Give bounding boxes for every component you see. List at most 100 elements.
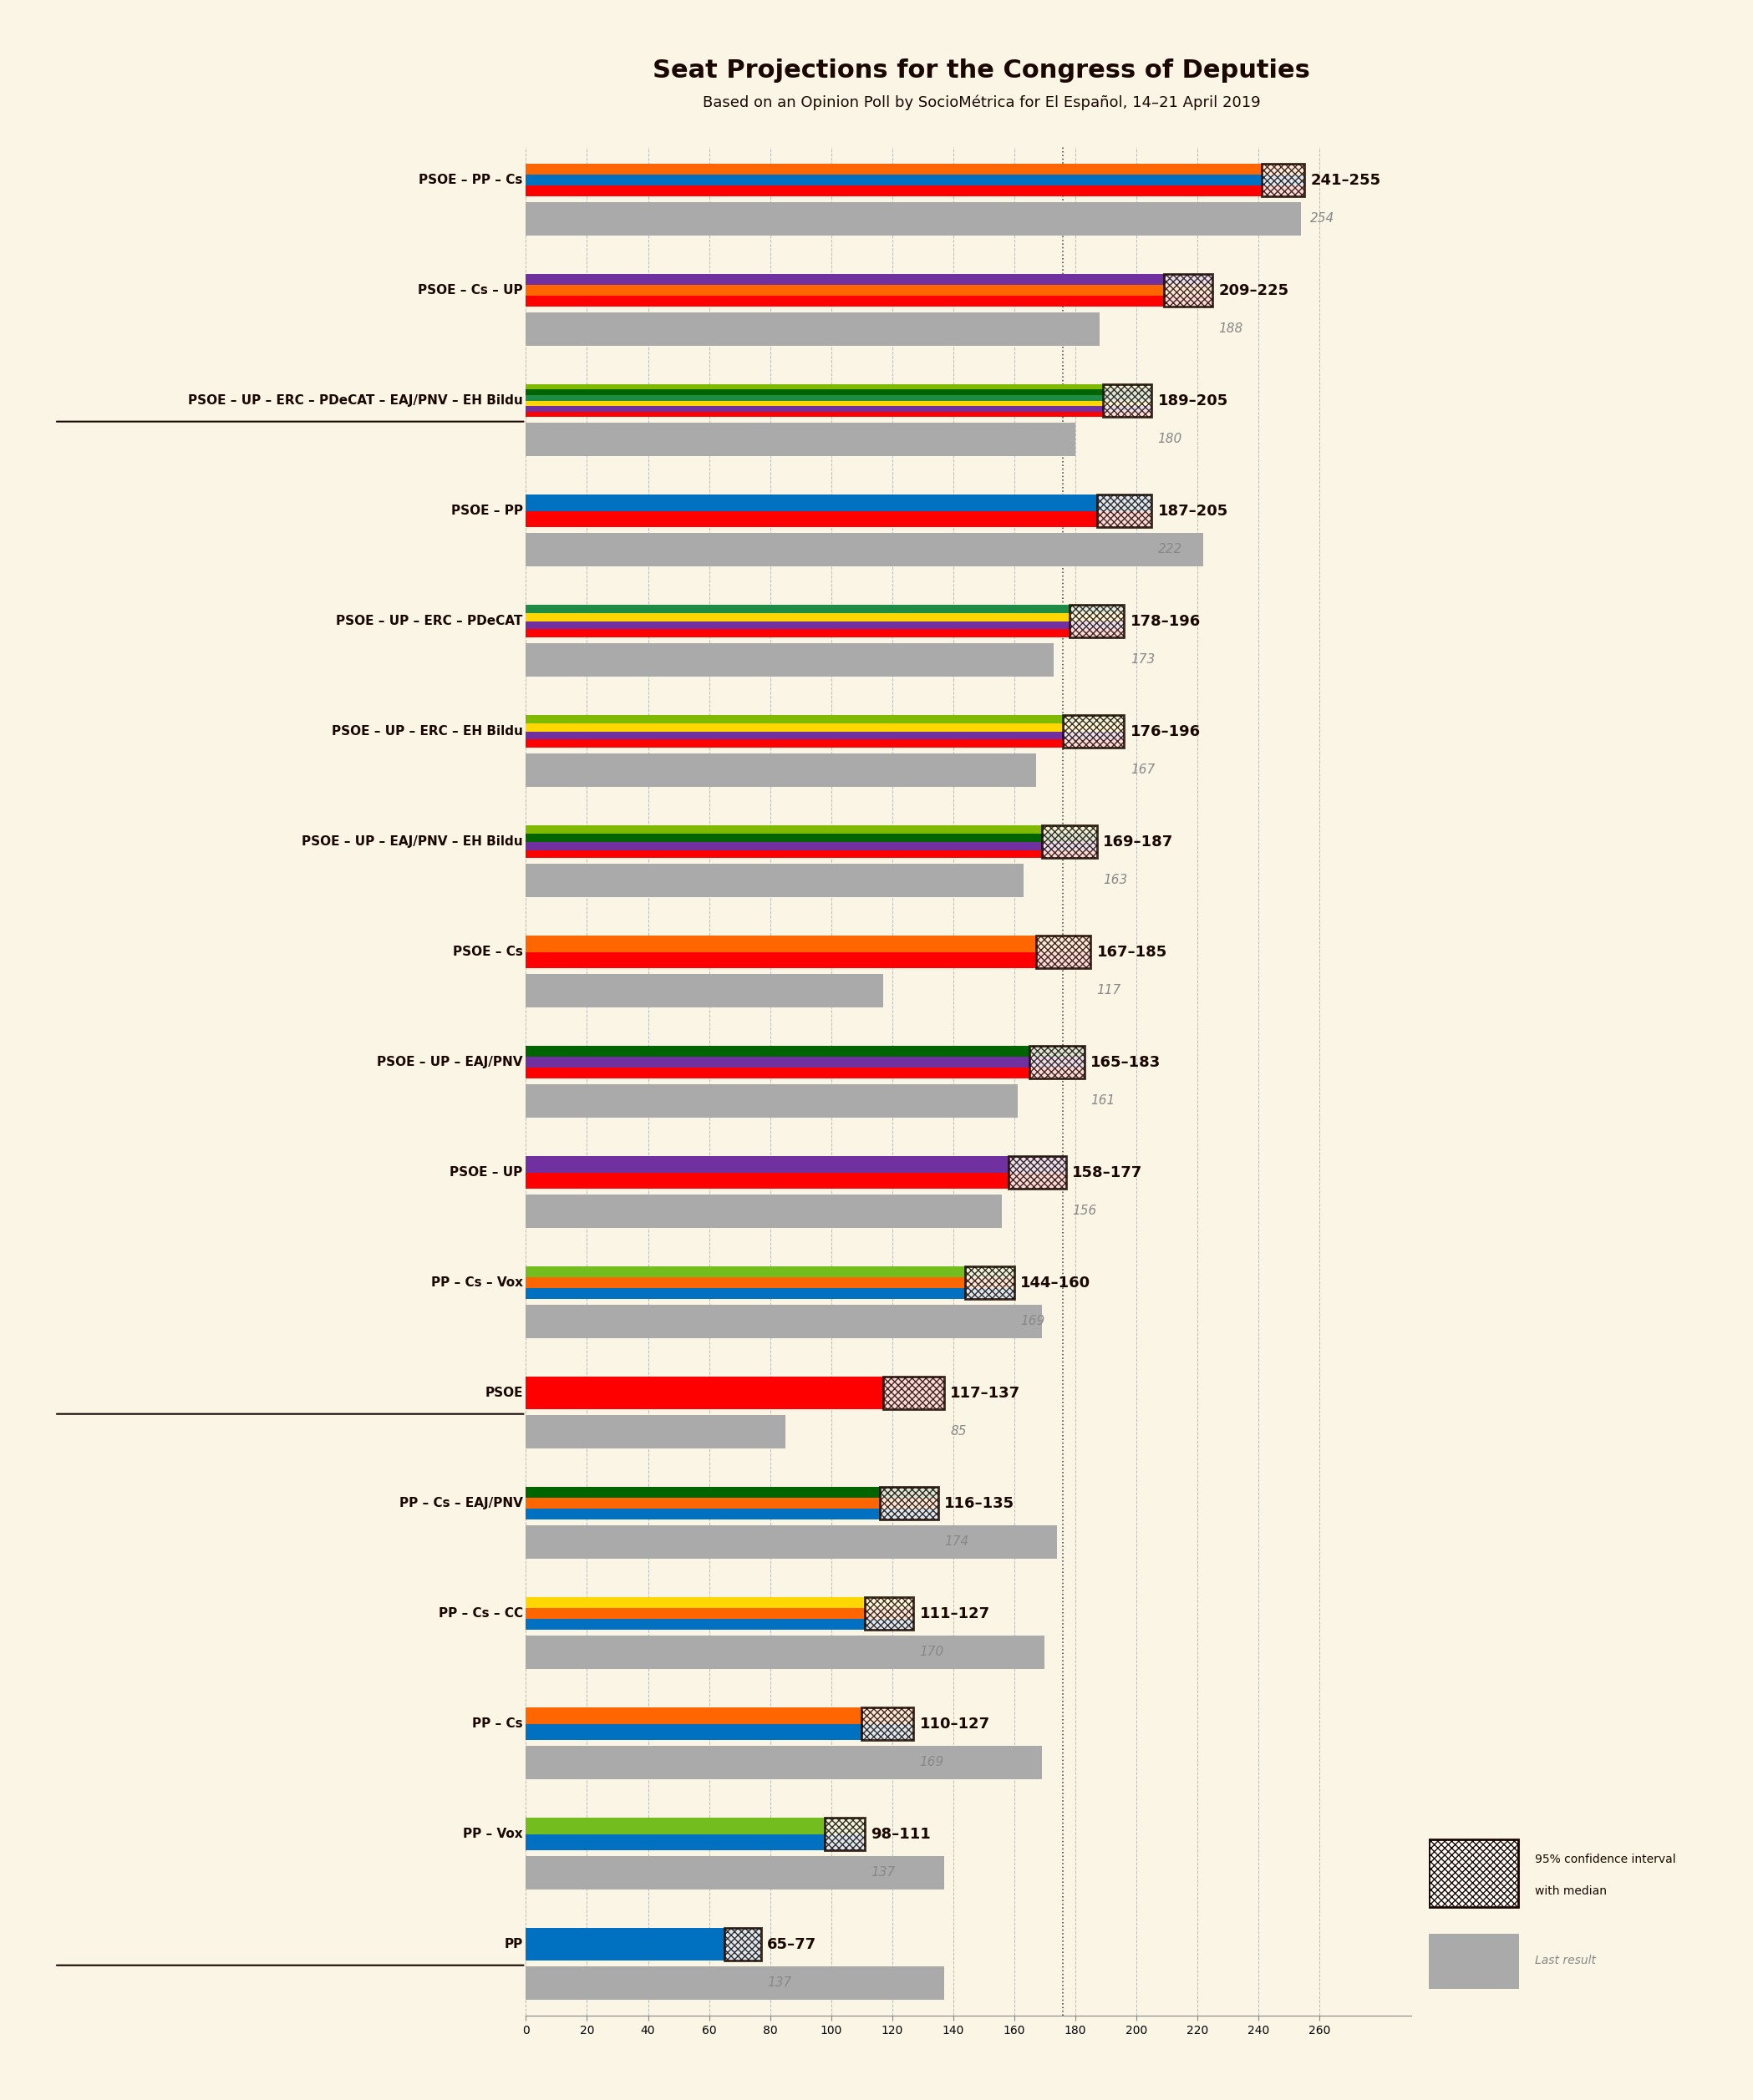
Bar [526, 1745, 1041, 1779]
Bar [526, 1056, 1085, 1067]
Bar [880, 1487, 938, 1520]
Bar [862, 1707, 913, 1741]
Bar [526, 1266, 1015, 1277]
Bar [526, 395, 1152, 401]
Bar [724, 1928, 761, 1961]
Bar [526, 1636, 1045, 1670]
Bar [526, 1155, 1066, 1172]
Text: with median: with median [1536, 1886, 1608, 1896]
Bar [526, 164, 1304, 174]
Bar [526, 405, 1152, 412]
Text: PSOE – UP – ERC – PDeCAT: PSOE – UP – ERC – PDeCAT [337, 615, 522, 628]
Text: 117: 117 [1097, 985, 1122, 998]
Text: PP – Cs – Vox: PP – Cs – Vox [431, 1277, 522, 1289]
Text: 167: 167 [1131, 764, 1155, 777]
Text: Seat Projections for the Congress of Deputies: Seat Projections for the Congress of Dep… [652, 59, 1311, 84]
Bar [526, 1833, 864, 1850]
Text: 254: 254 [1311, 212, 1334, 225]
Bar [526, 1195, 1003, 1228]
Bar [526, 202, 1301, 235]
Bar [1097, 494, 1152, 527]
Bar [1429, 1840, 1518, 1907]
Text: 188: 188 [1218, 323, 1243, 336]
Bar [526, 174, 1304, 185]
Text: PP – Cs: PP – Cs [472, 1718, 522, 1730]
Bar [526, 1508, 938, 1520]
Bar [526, 974, 884, 1008]
Bar [526, 1046, 1085, 1056]
Text: 95% confidence interval: 95% confidence interval [1536, 1854, 1676, 1865]
Bar [1041, 825, 1097, 859]
Text: PSOE – UP – EAJ/PNV – EH Bildu: PSOE – UP – EAJ/PNV – EH Bildu [302, 836, 522, 848]
Bar [526, 533, 1204, 567]
Bar [526, 863, 1024, 897]
Bar [526, 422, 1075, 456]
Bar [526, 1596, 913, 1609]
Text: 137: 137 [768, 1976, 792, 1989]
Bar [1429, 1934, 1518, 1987]
Text: 209–225: 209–225 [1218, 284, 1288, 298]
Bar [526, 1304, 1041, 1338]
Bar [526, 731, 1124, 739]
Text: PSOE – Cs – UP: PSOE – Cs – UP [417, 284, 522, 296]
Text: 65–77: 65–77 [768, 1936, 817, 1951]
Bar [526, 1856, 945, 1890]
Bar [526, 1525, 1057, 1558]
Text: Based on an Opinion Poll by SocioMétrica for El Español, 14–21 April 2019: Based on an Opinion Poll by SocioMétrica… [703, 94, 1260, 109]
Text: 98–111: 98–111 [871, 1827, 931, 1842]
Text: PSOE – UP – ERC – EH Bildu: PSOE – UP – ERC – EH Bildu [331, 724, 522, 737]
Bar [526, 401, 1152, 405]
Text: 169: 169 [1020, 1315, 1045, 1327]
Bar [526, 185, 1304, 197]
Text: 144–160: 144–160 [1020, 1275, 1090, 1289]
Text: PSOE – UP: PSOE – UP [451, 1166, 522, 1178]
Bar [526, 851, 1097, 859]
Bar [864, 1596, 913, 1630]
Bar [526, 714, 1124, 722]
Text: 173: 173 [1131, 653, 1155, 666]
Text: PSOE – UP – ERC – PDeCAT – EAJ/PNV – EH Bildu: PSOE – UP – ERC – PDeCAT – EAJ/PNV – EH … [188, 395, 522, 407]
Bar [526, 313, 1099, 346]
Bar [526, 1497, 938, 1508]
Bar [526, 834, 1097, 842]
Text: 156: 156 [1073, 1205, 1097, 1218]
Bar [526, 951, 1090, 968]
Text: PP: PP [505, 1938, 522, 1951]
Bar [1029, 1046, 1085, 1079]
Text: 167–185: 167–185 [1097, 945, 1167, 960]
Bar [526, 1067, 1085, 1079]
Bar [526, 1966, 945, 1999]
Bar [526, 1609, 913, 1619]
Bar [526, 1487, 938, 1497]
Text: PSOE – PP – Cs: PSOE – PP – Cs [419, 174, 522, 187]
Text: PSOE – UP – EAJ/PNV: PSOE – UP – EAJ/PNV [377, 1056, 522, 1069]
Bar [526, 391, 1152, 395]
Text: 85: 85 [950, 1426, 966, 1439]
Bar [526, 1084, 1017, 1117]
Text: 180: 180 [1157, 433, 1182, 445]
Bar [1069, 605, 1124, 638]
Text: 169: 169 [920, 1756, 945, 1768]
Bar [526, 754, 1036, 788]
Bar [526, 412, 1152, 418]
Bar [526, 1287, 1015, 1300]
Bar [966, 1266, 1015, 1300]
Bar [1103, 384, 1152, 418]
Bar [526, 630, 1124, 638]
Text: 158–177: 158–177 [1073, 1166, 1143, 1180]
Bar [526, 1817, 864, 1833]
Bar [1008, 1155, 1066, 1189]
Text: 174: 174 [945, 1535, 969, 1548]
Text: 161: 161 [1090, 1094, 1115, 1107]
Text: Last result: Last result [1536, 1955, 1597, 1968]
Text: 110–127: 110–127 [920, 1716, 990, 1730]
Text: 137: 137 [871, 1867, 896, 1879]
Bar [526, 825, 1097, 834]
Bar [526, 1619, 913, 1630]
Text: PSOE – PP: PSOE – PP [451, 504, 522, 517]
Text: 187–205: 187–205 [1157, 504, 1229, 519]
Bar [526, 739, 1124, 748]
Bar [526, 1172, 1066, 1189]
Bar [526, 934, 1090, 951]
Bar [526, 384, 1152, 391]
